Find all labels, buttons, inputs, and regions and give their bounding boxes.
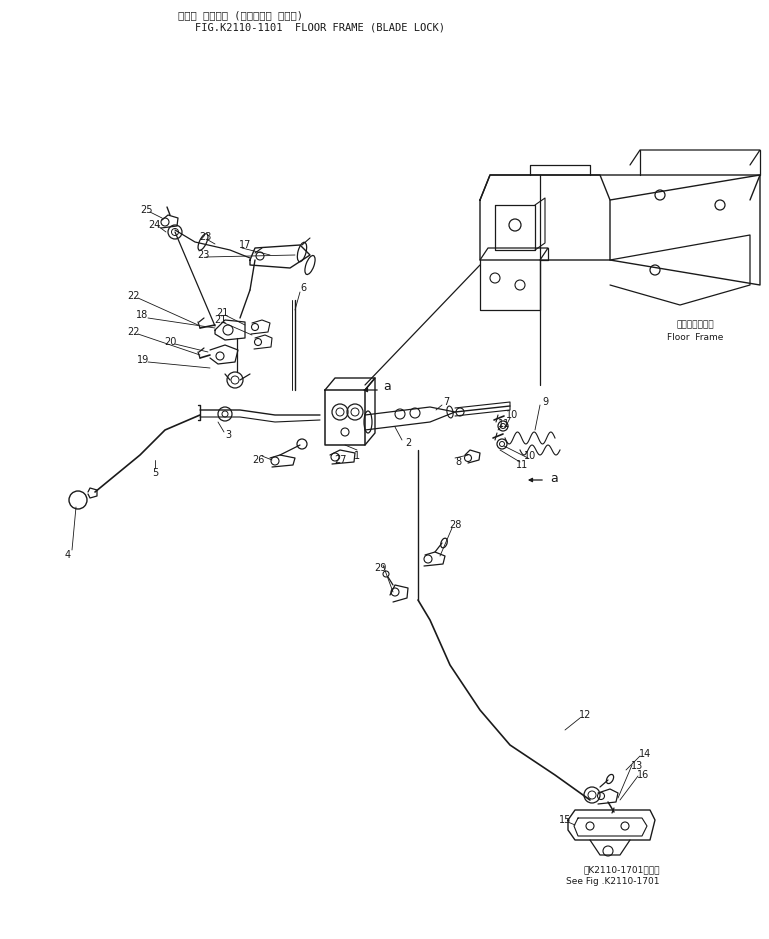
Text: 8: 8 bbox=[455, 457, 461, 467]
Text: 16: 16 bbox=[637, 770, 649, 780]
Text: 5: 5 bbox=[151, 468, 158, 478]
Text: 2: 2 bbox=[404, 438, 411, 448]
Text: 10: 10 bbox=[506, 410, 518, 420]
Text: FIG.K2110-1101  FLOOR FRAME (BLADE LOCK): FIG.K2110-1101 FLOOR FRAME (BLADE LOCK) bbox=[195, 23, 445, 33]
Text: a: a bbox=[383, 380, 391, 393]
Text: 29: 29 bbox=[374, 563, 386, 573]
Text: a: a bbox=[550, 471, 558, 485]
Text: Floor  Frame: Floor Frame bbox=[667, 333, 723, 343]
Text: 3: 3 bbox=[225, 430, 231, 440]
Text: 22: 22 bbox=[127, 327, 139, 337]
Text: 27: 27 bbox=[334, 455, 346, 465]
Text: 22: 22 bbox=[127, 291, 139, 301]
Text: 7: 7 bbox=[443, 397, 449, 407]
Text: フロアフレーム: フロアフレーム bbox=[676, 320, 714, 330]
Text: 21: 21 bbox=[214, 315, 226, 325]
Text: 21: 21 bbox=[216, 308, 228, 318]
Text: 9: 9 bbox=[542, 397, 548, 407]
Text: 23: 23 bbox=[197, 250, 209, 260]
Text: 19: 19 bbox=[137, 355, 149, 365]
Text: 6: 6 bbox=[300, 283, 306, 293]
Text: 28: 28 bbox=[449, 520, 461, 530]
Text: 1: 1 bbox=[354, 451, 360, 461]
Text: 13: 13 bbox=[631, 761, 643, 771]
Text: 15: 15 bbox=[559, 815, 571, 825]
Text: 20: 20 bbox=[164, 337, 176, 347]
Text: See Fig .K2110-1701: See Fig .K2110-1701 bbox=[567, 878, 660, 886]
Text: 17: 17 bbox=[239, 240, 251, 250]
Text: 10: 10 bbox=[524, 451, 536, 461]
Text: フロア フレーム (ブレード・ ロック): フロア フレーム (ブレード・ ロック) bbox=[178, 10, 302, 20]
Text: 26: 26 bbox=[251, 455, 265, 465]
Text: 23: 23 bbox=[199, 232, 211, 242]
Text: 11: 11 bbox=[516, 460, 528, 470]
Text: 第K2110-1701図参照: 第K2110-1701図参照 bbox=[584, 866, 660, 874]
Text: 24: 24 bbox=[148, 220, 160, 230]
Text: 4: 4 bbox=[65, 550, 71, 560]
Text: 12: 12 bbox=[579, 710, 591, 720]
Text: 18: 18 bbox=[136, 310, 148, 320]
Text: 25: 25 bbox=[140, 205, 152, 215]
Text: 11: 11 bbox=[498, 419, 510, 429]
Text: 14: 14 bbox=[639, 749, 651, 759]
